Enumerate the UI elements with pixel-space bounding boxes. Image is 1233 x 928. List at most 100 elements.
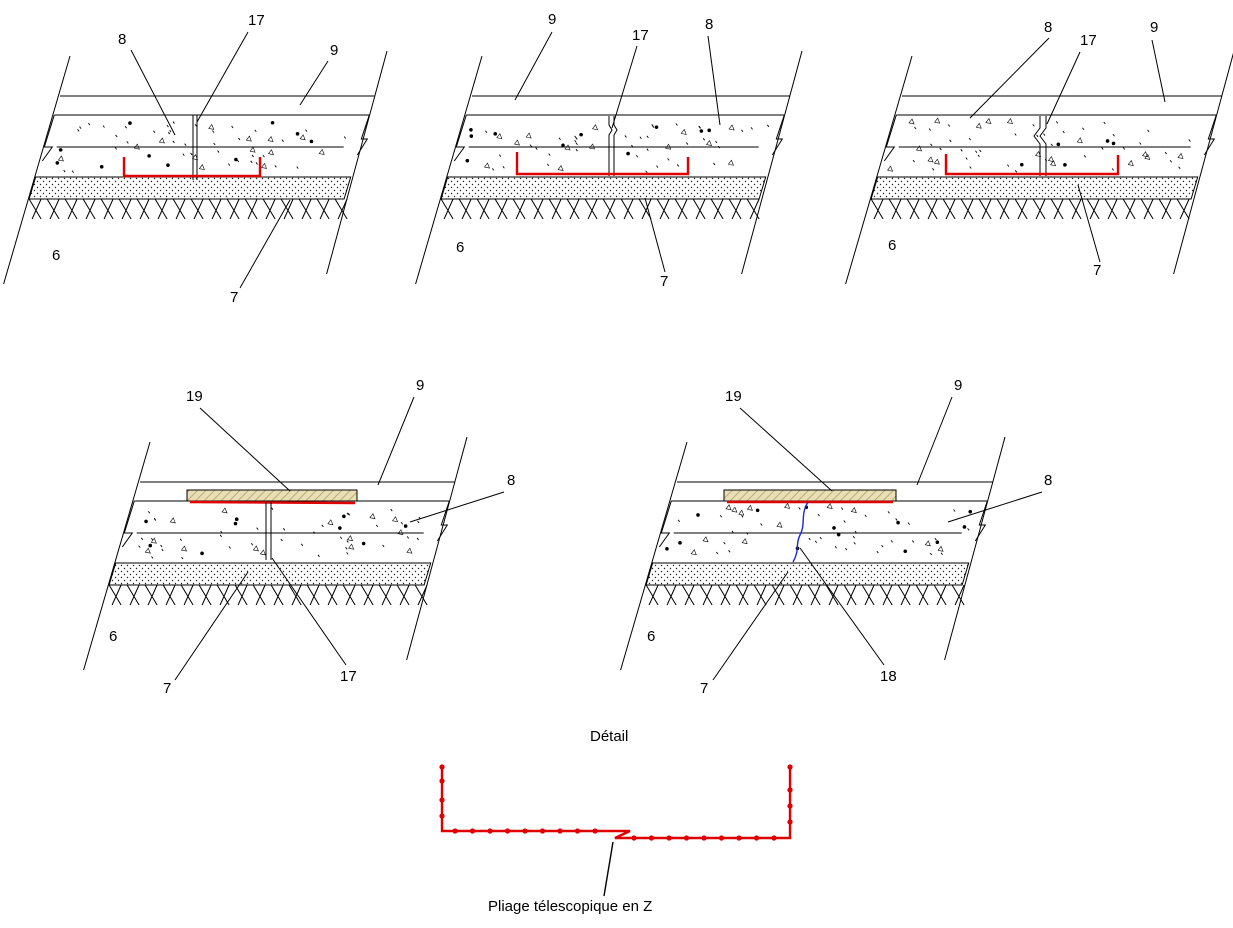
aggregate-specks: [465, 123, 770, 174]
gravel-layer: [645, 562, 970, 586]
aggregate-specks: [887, 117, 1191, 173]
label-19: 19: [186, 388, 203, 405]
label-9: 9: [548, 11, 556, 28]
crack-18: [792, 501, 809, 563]
fastener-dot: [787, 787, 793, 793]
fastener-dot: [439, 797, 445, 803]
panel-3: 8 17 9 6 7: [888, 19, 1158, 279]
label-8: 8: [507, 472, 515, 489]
fastener-dot: [504, 828, 511, 834]
leader-line: [174, 571, 249, 681]
leader-line: [969, 37, 1050, 119]
left-cut-line: [620, 441, 688, 671]
detail-caption: Pliage télescopique en Z: [488, 898, 652, 915]
label-6: 6: [888, 237, 896, 254]
caption-leader: [603, 841, 614, 897]
membrane: [189, 500, 356, 505]
label-6: 6: [456, 239, 464, 256]
leader-line: [644, 197, 666, 273]
label-17: 17: [632, 27, 649, 44]
label-7: 7: [230, 289, 238, 306]
membrane: [122, 157, 262, 178]
fastener-dot: [787, 764, 793, 770]
break-mark-right: [436, 500, 450, 542]
label-6: 6: [109, 628, 117, 645]
label-9: 9: [330, 42, 338, 59]
fastener-dot: [736, 835, 742, 841]
leader-line: [271, 557, 347, 666]
right-cut-line: [1173, 52, 1233, 275]
panel-2: 9 17 8 6 7: [456, 11, 713, 290]
gravel-layer: [108, 562, 432, 586]
gravel-layer: [28, 176, 352, 200]
break-mark-right: [1203, 114, 1217, 156]
leader-line: [1077, 184, 1101, 263]
label-9: 9: [416, 377, 424, 394]
leader-line: [377, 396, 415, 486]
leader-line: [799, 547, 885, 666]
panel-5-layers: [620, 436, 1006, 671]
membrane: [515, 152, 690, 176]
ground-hatch: [870, 198, 1190, 220]
strip-19: [723, 489, 897, 502]
label-8: 8: [1044, 19, 1052, 36]
label-6: 6: [52, 247, 60, 264]
label-7: 7: [660, 273, 668, 290]
fastener-dot: [787, 819, 793, 825]
fastener-dot: [539, 828, 546, 834]
leader-line: [611, 45, 638, 129]
label-9: 9: [954, 377, 962, 394]
leader-line: [1046, 51, 1081, 125]
leader-line: [916, 396, 953, 486]
fastener-dot: [753, 835, 760, 841]
strip-19: [186, 489, 358, 502]
fastener-dot: [701, 835, 707, 841]
leader-line: [739, 407, 833, 492]
joint-17: [265, 502, 272, 560]
label-17: 17: [340, 668, 357, 685]
break-mark-left: [453, 114, 467, 162]
ground-hatch: [28, 198, 348, 220]
label-19: 19: [725, 388, 742, 405]
fastener-dot: [452, 828, 458, 834]
label-7: 7: [1093, 262, 1101, 279]
break-mark-left: [883, 114, 897, 162]
ground-hatch: [108, 584, 428, 606]
joint-17: [192, 115, 198, 180]
left-cut-line: [415, 55, 483, 285]
label-17: 17: [248, 12, 265, 29]
aggregate-specks: [138, 507, 421, 560]
gravel-layer: [870, 176, 1199, 200]
fastener-dot: [718, 835, 725, 841]
leader-line: [947, 491, 1043, 523]
fastener-dot: [557, 828, 563, 834]
break-mark-right: [356, 114, 370, 156]
left-cut-line: [3, 55, 71, 285]
leader-line: [199, 407, 291, 492]
fastener-dot: [487, 828, 493, 834]
leader-line: [1151, 39, 1166, 103]
left-cut-line: [83, 441, 151, 671]
break-mark-left: [121, 500, 135, 548]
fastener-dot: [648, 835, 655, 841]
right-cut-line: [741, 50, 803, 275]
label-6: 6: [647, 628, 655, 645]
left-cut-line: [845, 55, 913, 285]
ground-hatch: [440, 198, 760, 220]
leader-line: [130, 49, 176, 136]
fastener-dot: [666, 835, 672, 841]
label-8: 8: [118, 31, 126, 48]
panel-3-layers: [845, 52, 1233, 285]
panel-5: 19 9 8 6 7 18: [647, 377, 1052, 697]
membrane: [944, 154, 1120, 176]
fastener-dot: [439, 813, 445, 819]
detail-z-fold: Détail Pliage télescopique en Z: [439, 728, 793, 915]
aggregate-specks: [55, 120, 347, 173]
leader-line: [409, 491, 505, 523]
fastener-dot: [631, 835, 637, 841]
leader-line: [712, 571, 789, 681]
leader-line: [707, 35, 721, 126]
label-8: 8: [705, 16, 713, 33]
break-mark-left: [658, 500, 672, 548]
